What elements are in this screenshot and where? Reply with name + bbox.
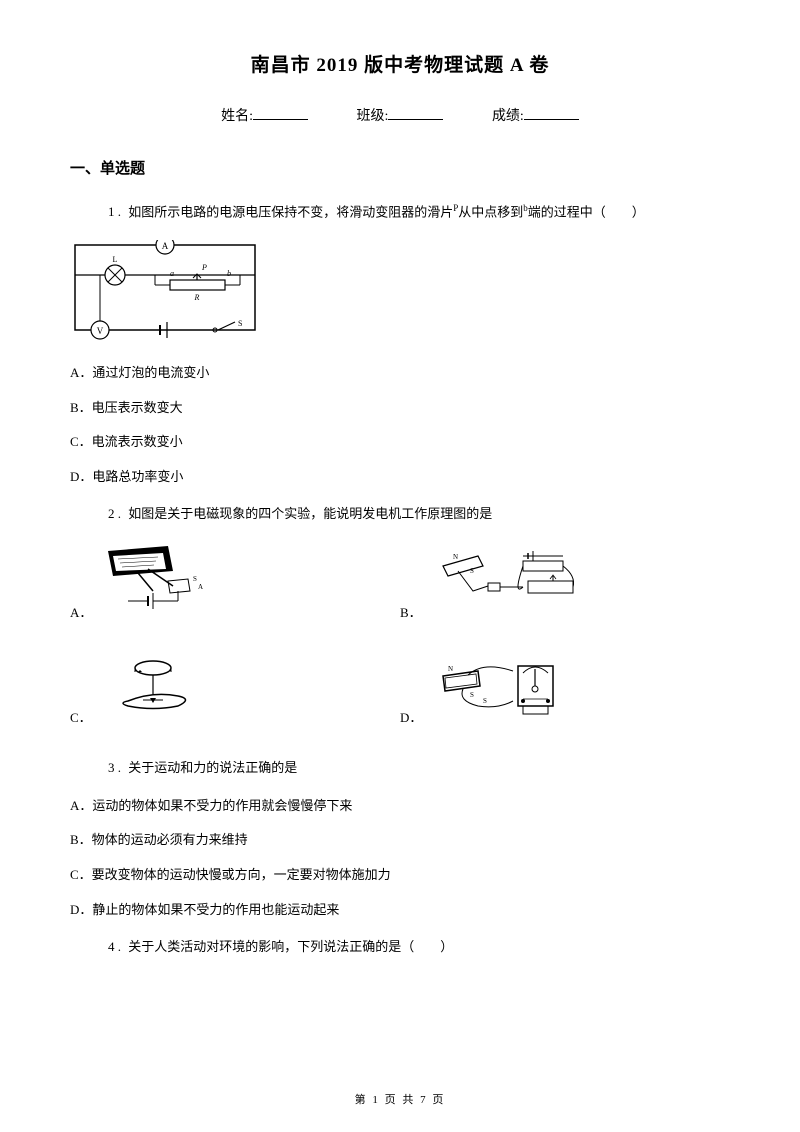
q1-text3: 端的过程中（ ）: [528, 204, 645, 219]
svg-text:R: R: [194, 293, 200, 302]
q2-num: 2 .: [108, 506, 121, 521]
q1-optB: B．电压表示数变大: [70, 398, 730, 419]
question-4: 4 . 关于人类活动对环境的影响，下列说法正确的是（ ）: [70, 935, 730, 958]
svg-text:a: a: [170, 269, 174, 278]
q2-diagram-B: N S: [428, 541, 588, 621]
q1-num: 1 .: [108, 204, 121, 219]
info-row: 姓名: 班级: 成绩:: [70, 105, 730, 125]
q2-diagram-C: [98, 656, 228, 726]
svg-text:S: S: [483, 697, 487, 705]
q2-text: 如图是关于电磁现象的四个实验，能说明发电机工作原理图的是: [128, 506, 492, 521]
q4-text: 关于人类活动对环境的影响，下列说法正确的是（ ）: [128, 939, 453, 954]
class-blank: [388, 119, 443, 120]
q4-num: 4 .: [108, 939, 121, 954]
question-3: 3 . 关于运动和力的说法正确的是: [70, 756, 730, 779]
page-title: 南昌市 2019 版中考物理试题 A 卷: [70, 50, 730, 77]
svg-text:N: N: [453, 553, 458, 561]
q2-row2: C． D． N S: [70, 651, 730, 746]
q2-diagram-D: N S S: [428, 651, 578, 726]
q2-labelA: A．: [70, 602, 92, 621]
score-label: 成绩:: [492, 109, 524, 124]
svg-text:S: S: [193, 575, 197, 583]
question-1: 1 . 如图所示电路的电源电压保持不变，将滑动变阻器的滑片P从中点移到b端的过程…: [70, 200, 730, 224]
name-label: 姓名:: [221, 109, 253, 124]
q2-labelB: B．: [400, 602, 422, 621]
q1-optA: A．通过灯泡的电流变小: [70, 363, 730, 384]
score-blank: [524, 119, 579, 120]
q3-optC: C．要改变物体的运动快慢或方向，一定要对物体施加力: [70, 865, 730, 886]
svg-text:b: b: [227, 269, 231, 278]
svg-text:A: A: [162, 241, 169, 251]
svg-text:S: S: [238, 319, 242, 328]
q2-labelC: C．: [70, 707, 92, 726]
svg-text:S: S: [470, 691, 474, 699]
q1-text2: 从中点移到: [458, 204, 523, 219]
q3-optB: B．物体的运动必须有力来维持: [70, 830, 730, 851]
name-blank: [253, 119, 308, 120]
svg-text:L: L: [113, 255, 118, 264]
page-footer: 第 1 页 共 7 页: [0, 1091, 800, 1107]
q1-text1: 如图所示电路的电源电压保持不变，将滑动变阻器的滑片: [128, 204, 453, 219]
section-header: 一、单选题: [70, 157, 730, 178]
circuit-diagram: A L P a b R V S: [70, 240, 730, 345]
svg-text:V: V: [97, 326, 104, 336]
question-2: 2 . 如图是关于电磁现象的四个实验，能说明发电机工作原理图的是: [70, 502, 730, 525]
q2-labelD: D．: [400, 707, 422, 726]
q3-num: 3 .: [108, 760, 121, 775]
q2-diagram-A: S A: [98, 541, 238, 621]
q2-row1: A． S A B． N S: [70, 541, 730, 641]
q3-optD: D．静止的物体如果不受力的作用也能运动起来: [70, 900, 730, 921]
q3-text: 关于运动和力的说法正确的是: [128, 760, 297, 775]
class-label: 班级:: [357, 109, 389, 124]
q3-optA: A．运动的物体如果不受力的作用就会慢慢停下来: [70, 796, 730, 817]
svg-text:P: P: [201, 263, 207, 272]
svg-text:S: S: [470, 567, 474, 575]
q1-optD: D．电路总功率变小: [70, 467, 730, 488]
svg-text:N: N: [448, 665, 453, 673]
q1-optC: C．电流表示数变小: [70, 432, 730, 453]
svg-text:A: A: [198, 583, 203, 591]
